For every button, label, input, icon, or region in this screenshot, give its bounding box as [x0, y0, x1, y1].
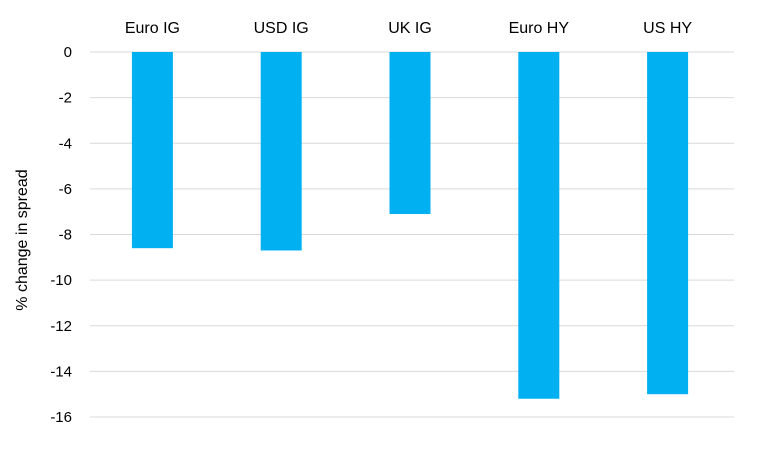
- category-label: Euro IG: [125, 20, 180, 37]
- y-tick-label: -16: [50, 409, 72, 426]
- gridlines: [90, 51, 734, 418]
- y-tick-label: -8: [59, 227, 72, 244]
- bar: [647, 52, 689, 395]
- bar: [518, 52, 560, 399]
- y-tick-label: -4: [59, 135, 72, 152]
- y-tick-label: -10: [50, 272, 72, 289]
- category-label: US HY: [643, 20, 692, 37]
- category-labels: Euro IG USD IG UK IG Euro HY US HY: [125, 20, 693, 37]
- y-tick-label: -12: [50, 318, 72, 335]
- y-tick-label: -2: [59, 90, 72, 107]
- bar: [131, 52, 173, 249]
- y-axis-title: % change in spread: [14, 169, 31, 310]
- bar: [260, 52, 302, 251]
- bar: [389, 52, 431, 214]
- category-label: Euro HY: [509, 20, 570, 37]
- bars: [131, 52, 689, 399]
- y-tick-labels: 0 -2 -4 -6 -8 -10 -12 -14 -16: [50, 44, 72, 426]
- category-label: USD IG: [254, 20, 309, 37]
- y-tick-label: -14: [50, 363, 72, 380]
- y-tick-label: -6: [59, 181, 72, 198]
- y-tick-label: 0: [64, 44, 72, 61]
- category-label: UK IG: [388, 20, 432, 37]
